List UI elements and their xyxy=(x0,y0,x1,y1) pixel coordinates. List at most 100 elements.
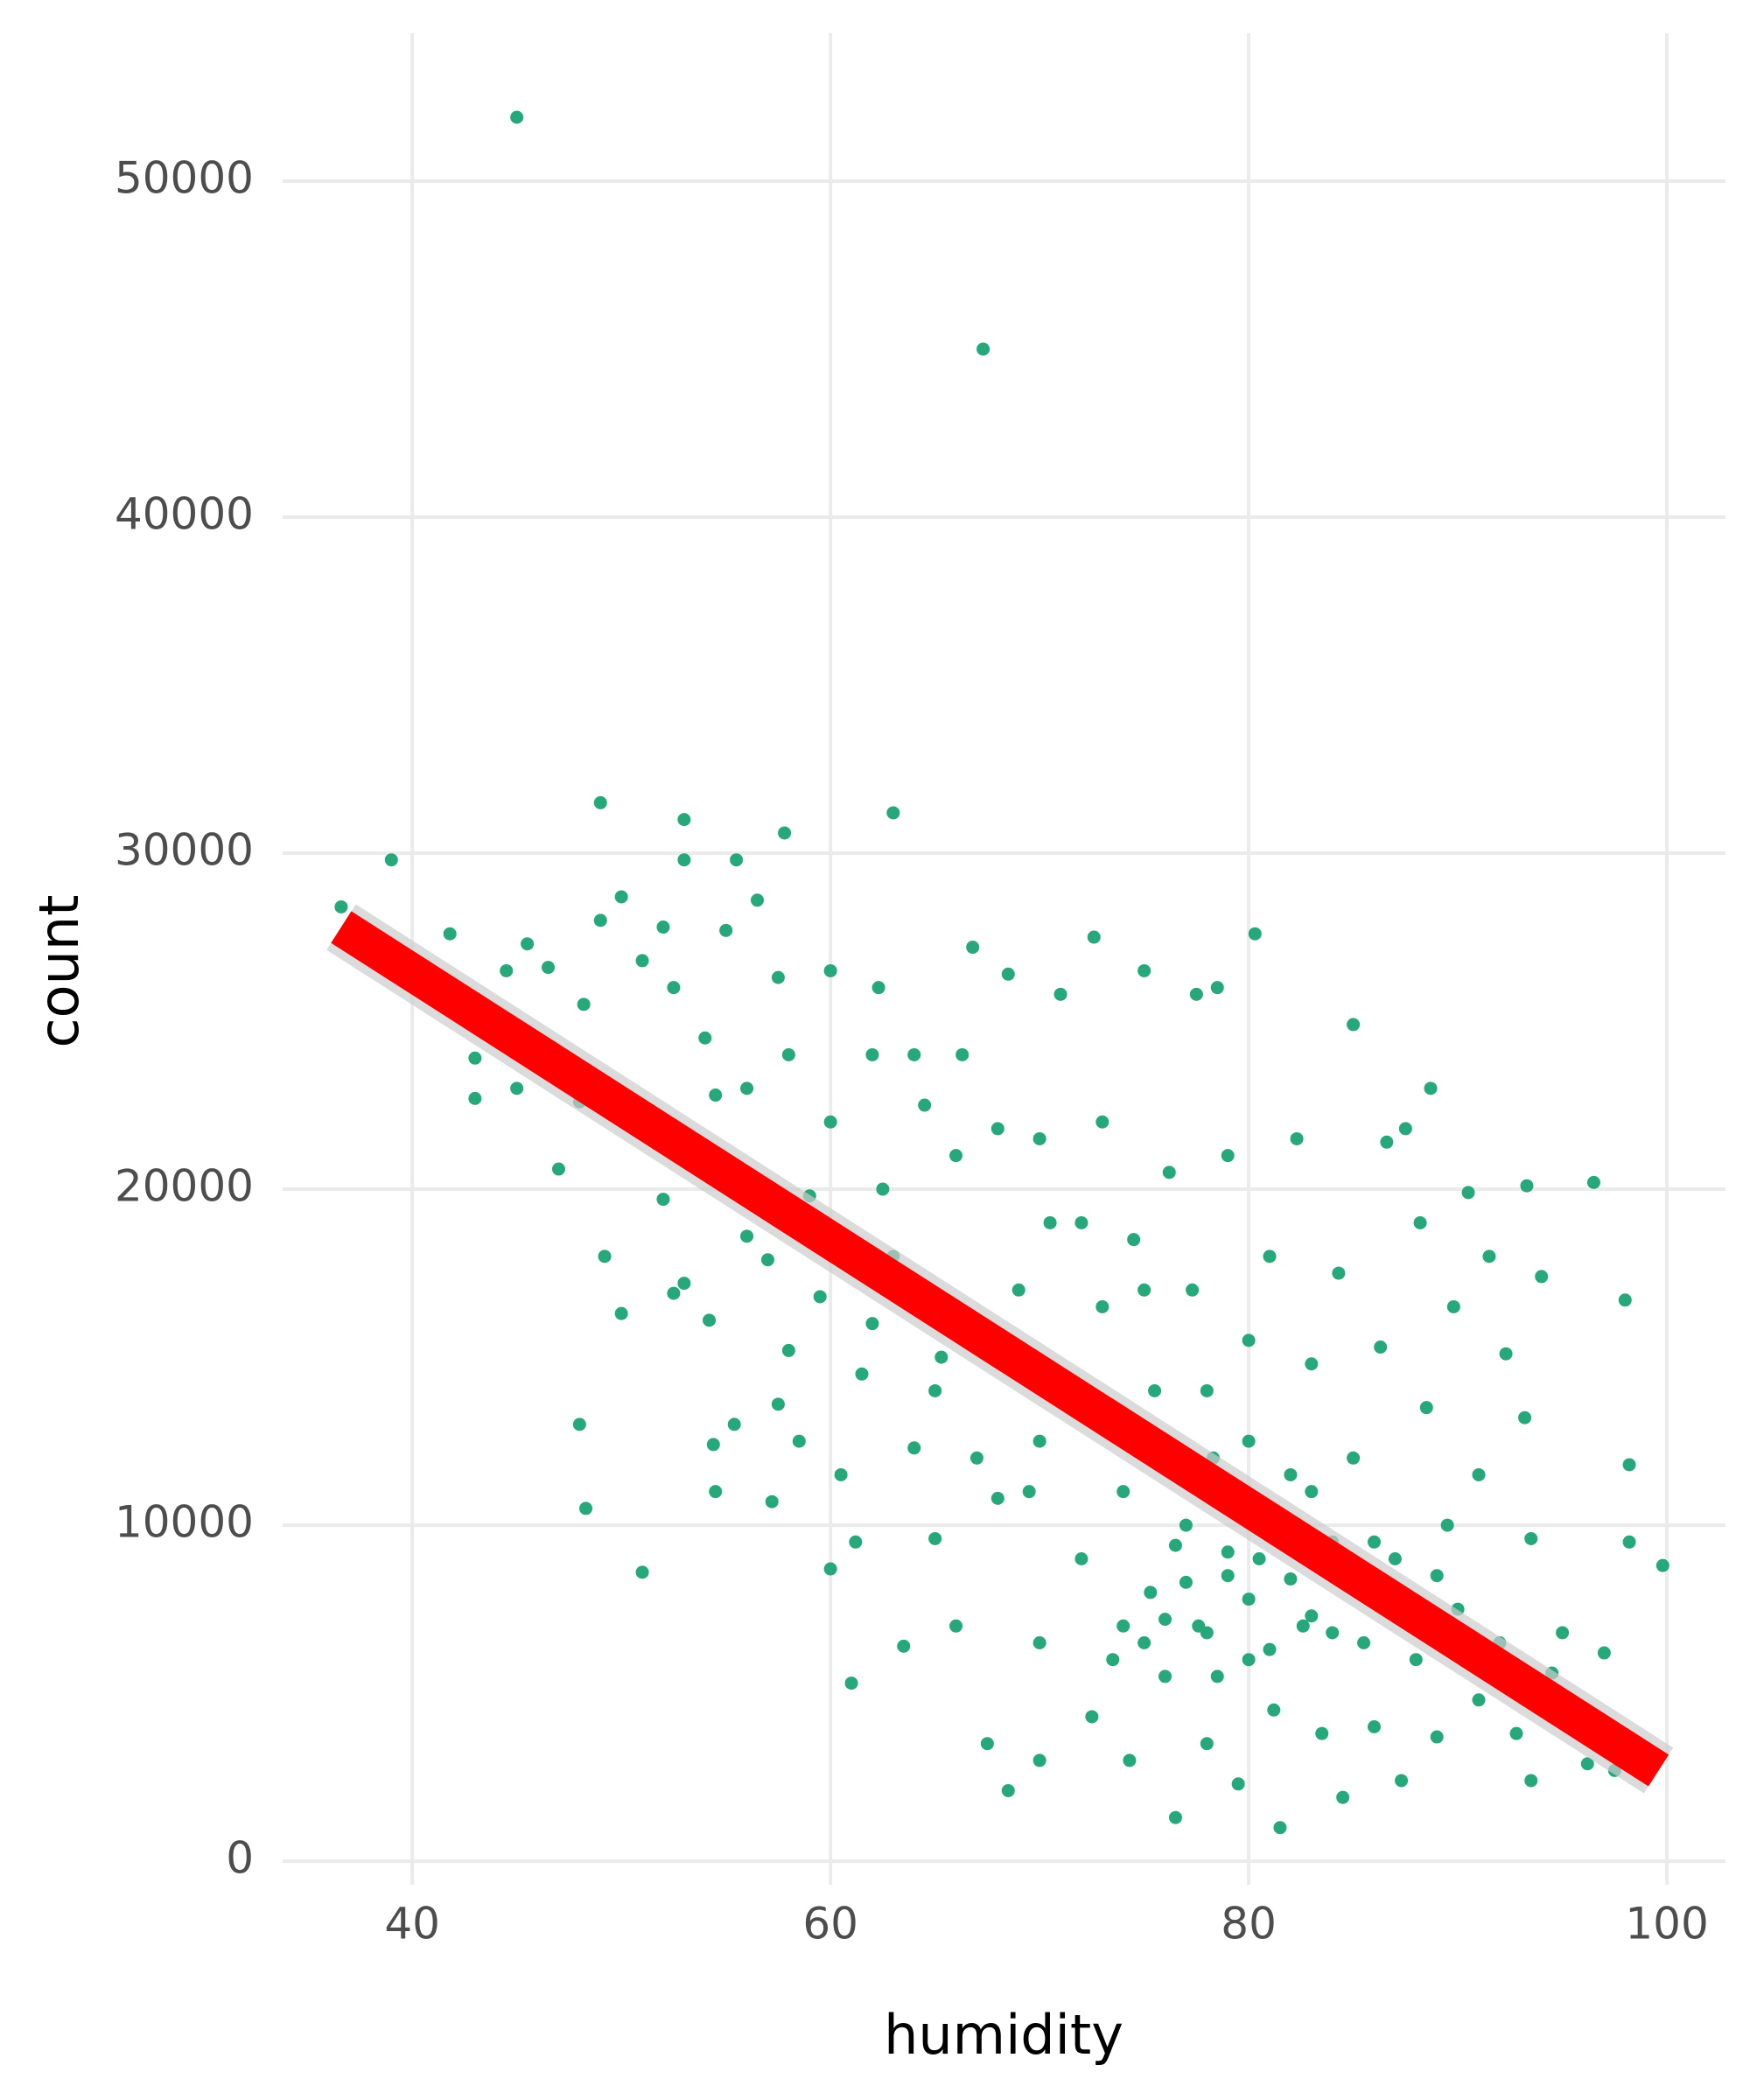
point xyxy=(1263,1642,1277,1656)
point xyxy=(760,1253,774,1267)
point xyxy=(1221,1569,1235,1583)
point xyxy=(384,853,398,867)
point xyxy=(1499,1347,1513,1361)
point xyxy=(928,1531,942,1545)
point xyxy=(897,1639,911,1653)
point xyxy=(1273,1821,1287,1835)
point xyxy=(1618,1293,1632,1307)
point xyxy=(1168,1538,1182,1552)
point xyxy=(1032,1754,1046,1768)
point xyxy=(1424,1082,1438,1096)
point xyxy=(1162,1166,1176,1180)
point xyxy=(677,813,691,827)
point xyxy=(1138,1283,1152,1297)
point xyxy=(872,981,886,995)
point xyxy=(510,110,524,124)
point xyxy=(730,853,744,867)
point xyxy=(834,1467,848,1481)
point xyxy=(823,1115,837,1129)
point xyxy=(468,1091,482,1105)
point xyxy=(1284,1467,1298,1481)
y-tick-label: 30000 xyxy=(115,825,254,876)
point xyxy=(765,1494,779,1508)
point xyxy=(1200,1626,1214,1640)
point xyxy=(1368,1720,1382,1734)
point xyxy=(907,1441,921,1455)
x-tick-label: 100 xyxy=(1625,1899,1708,1950)
point xyxy=(928,1383,942,1397)
point xyxy=(1440,1518,1454,1532)
point xyxy=(635,954,649,968)
point xyxy=(823,963,837,977)
point xyxy=(966,941,980,955)
point xyxy=(849,1535,863,1549)
point xyxy=(1290,1131,1304,1145)
point xyxy=(1622,1535,1636,1549)
points xyxy=(334,110,1670,1835)
point xyxy=(1315,1726,1329,1740)
point xyxy=(1518,1410,1532,1424)
point xyxy=(1148,1383,1162,1397)
point xyxy=(500,963,514,977)
point xyxy=(740,1082,754,1096)
point xyxy=(1374,1340,1388,1354)
point xyxy=(1144,1586,1158,1600)
point xyxy=(1395,1774,1409,1788)
point xyxy=(781,1047,795,1061)
point xyxy=(1221,1545,1235,1559)
point xyxy=(1116,1485,1130,1499)
point xyxy=(1054,987,1068,1001)
point xyxy=(667,981,681,995)
point xyxy=(1242,1334,1256,1348)
point xyxy=(1252,1551,1266,1565)
point xyxy=(750,893,764,907)
point xyxy=(1326,1626,1340,1640)
point xyxy=(1336,1790,1350,1804)
point xyxy=(598,1250,612,1264)
point xyxy=(1096,1115,1110,1129)
point xyxy=(1524,1531,1538,1545)
y-tick-label: 50000 xyxy=(115,152,254,203)
point xyxy=(1001,1783,1015,1797)
point xyxy=(1430,1730,1444,1744)
point xyxy=(1116,1619,1130,1633)
point xyxy=(990,1122,1004,1136)
point xyxy=(1305,1357,1319,1371)
point xyxy=(781,1343,795,1357)
point xyxy=(1032,1434,1046,1448)
point xyxy=(1158,1670,1172,1684)
x-tick-label: 60 xyxy=(802,1899,858,1950)
point xyxy=(771,970,785,984)
point xyxy=(980,1737,994,1751)
point xyxy=(719,923,733,937)
y-tick-label: 10000 xyxy=(115,1497,254,1548)
point xyxy=(1096,1299,1110,1313)
point xyxy=(956,1047,970,1061)
point xyxy=(918,1098,932,1112)
trend-line xyxy=(331,911,1670,1787)
point xyxy=(1231,1777,1245,1791)
point xyxy=(1380,1135,1394,1149)
x-tick-label: 80 xyxy=(1221,1899,1277,1950)
point xyxy=(855,1367,869,1381)
point xyxy=(1509,1726,1523,1740)
labels: 40 60 80 100 0 10000 20000 30000 40000 50000 xyxy=(115,152,1709,1949)
point xyxy=(667,1286,681,1300)
point xyxy=(1368,1535,1382,1549)
point xyxy=(1085,1710,1099,1724)
point xyxy=(1106,1653,1120,1667)
point xyxy=(1347,1451,1361,1465)
point xyxy=(844,1676,858,1690)
point xyxy=(1461,1186,1475,1200)
point xyxy=(792,1434,806,1448)
point xyxy=(542,961,556,975)
point xyxy=(1357,1635,1371,1649)
point xyxy=(1556,1626,1570,1640)
point xyxy=(1398,1122,1412,1136)
point xyxy=(1242,1434,1256,1448)
point xyxy=(1296,1619,1310,1633)
y-tick-label: 40000 xyxy=(115,489,254,540)
point xyxy=(1074,1551,1088,1565)
point xyxy=(1284,1572,1298,1586)
